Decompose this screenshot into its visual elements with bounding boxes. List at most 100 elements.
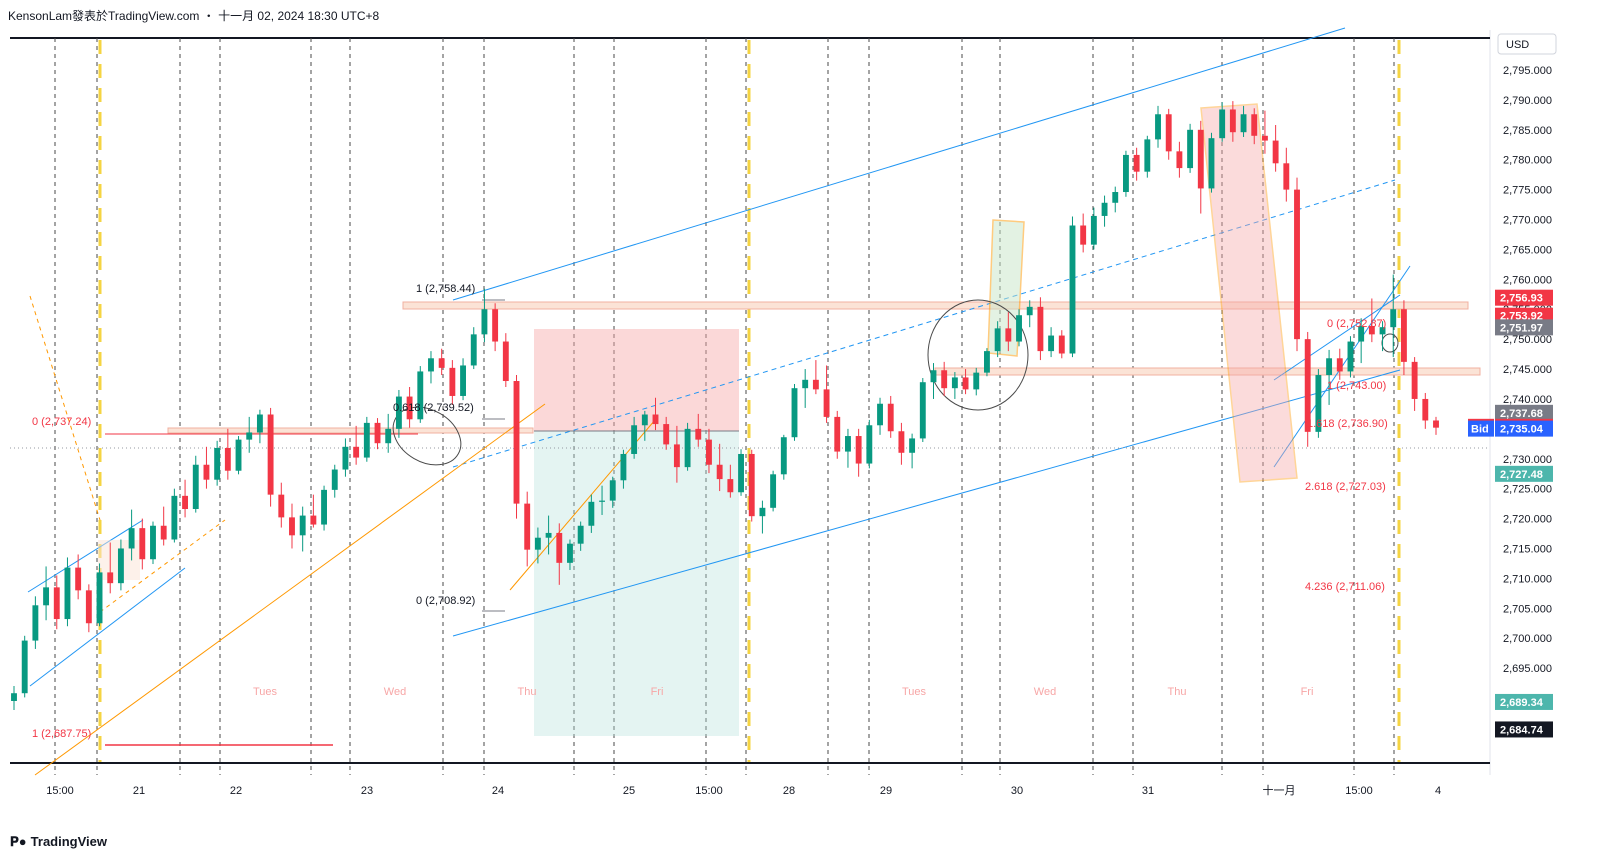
candle-body[interactable] <box>1433 420 1439 428</box>
candle-body[interactable] <box>214 447 221 480</box>
candle-body[interactable] <box>1368 325 1375 335</box>
candle-body[interactable] <box>417 371 424 420</box>
candle-body[interactable] <box>1272 140 1279 164</box>
circle-annotation-left[interactable] <box>383 395 471 476</box>
candle-body[interactable] <box>460 365 466 396</box>
candle-body[interactable] <box>641 414 648 426</box>
candle-body[interactable] <box>438 358 445 368</box>
left-band[interactable] <box>167 427 534 434</box>
candle-body[interactable] <box>1048 335 1055 352</box>
candle-body[interactable] <box>1165 114 1172 152</box>
candle-body[interactable] <box>684 428 691 468</box>
candle-body[interactable] <box>492 309 499 342</box>
candle-body[interactable] <box>1037 306 1044 352</box>
candle-body[interactable] <box>652 414 659 425</box>
candle-body[interactable] <box>353 446 360 458</box>
bear-drop-box[interactable] <box>1200 103 1298 483</box>
candle-body[interactable] <box>481 309 488 335</box>
candle-body[interactable] <box>11 693 17 701</box>
candle-body[interactable] <box>395 396 402 429</box>
candle-body[interactable] <box>1326 358 1333 376</box>
candle-body[interactable] <box>1197 129 1204 189</box>
candle-body[interactable] <box>599 500 605 502</box>
resistance-band[interactable] <box>402 301 1469 310</box>
candle-body[interactable] <box>1080 225 1087 245</box>
candle-body[interactable] <box>1336 358 1343 372</box>
candle-body[interactable] <box>160 525 167 540</box>
candle-body[interactable] <box>791 388 798 438</box>
candle-body[interactable] <box>845 436 851 452</box>
candle-body[interactable] <box>994 328 1001 352</box>
support-band[interactable] <box>934 367 1481 376</box>
price-tag[interactable]: 2,751.97 <box>1495 319 1553 336</box>
candle-body[interactable] <box>224 447 231 471</box>
candle-body[interactable] <box>984 351 990 373</box>
candle-body[interactable] <box>246 432 253 440</box>
candle-body[interactable] <box>428 358 434 372</box>
candle-body[interactable] <box>1026 306 1033 316</box>
candle-body[interactable] <box>577 525 584 544</box>
candle-body[interactable] <box>567 543 573 563</box>
candle-body[interactable] <box>1133 154 1140 172</box>
candle-body[interactable] <box>117 548 124 584</box>
candle-body[interactable] <box>1304 339 1311 432</box>
circle-annotation-mid[interactable] <box>927 299 1029 411</box>
candle-body[interactable] <box>1294 189 1300 340</box>
candle-body[interactable] <box>663 424 670 445</box>
candle-body[interactable] <box>1155 114 1161 140</box>
candle-body[interactable] <box>331 469 338 490</box>
candle-body[interactable] <box>1219 109 1226 139</box>
candle-body[interactable] <box>96 572 103 624</box>
candle-body[interactable] <box>1229 109 1236 133</box>
candle-body[interactable] <box>919 382 926 439</box>
candle-body[interactable] <box>1187 129 1194 169</box>
candles-group[interactable] <box>11 101 1439 710</box>
candle-body[interactable] <box>1058 335 1065 354</box>
candle-body[interactable] <box>877 403 883 426</box>
price-tags[interactable]: 2,756.932,753.922,751.972,737.68Ask2,735… <box>1468 289 1553 738</box>
candle-body[interactable] <box>1101 202 1108 216</box>
candle-body[interactable] <box>150 525 156 560</box>
candle-body[interactable] <box>75 567 82 591</box>
candle-body[interactable] <box>1176 151 1183 169</box>
candle-body[interactable] <box>1347 341 1354 372</box>
candle-body[interactable] <box>727 479 734 493</box>
candle-body[interactable] <box>1112 192 1119 203</box>
candle-body[interactable] <box>128 528 135 549</box>
candle-body[interactable] <box>951 377 958 389</box>
candle-body[interactable] <box>524 503 531 550</box>
candle-body[interactable] <box>192 464 199 510</box>
candle-body[interactable] <box>21 640 28 694</box>
candle-body[interactable] <box>342 446 349 470</box>
candle-body[interactable] <box>1251 114 1258 136</box>
price-tag[interactable]: Bid 2,735.04 <box>1468 420 1553 437</box>
candle-body[interactable] <box>85 590 92 624</box>
candle-body[interactable] <box>1411 361 1418 399</box>
candle-body[interactable] <box>1283 163 1290 190</box>
candle-body[interactable] <box>802 379 809 389</box>
candle-body[interactable] <box>1358 325 1365 342</box>
candle-body[interactable] <box>941 370 948 389</box>
candle-body[interactable] <box>1144 139 1151 172</box>
candle-body[interactable] <box>299 515 306 536</box>
candle-body[interactable] <box>909 438 916 453</box>
candle-body[interactable] <box>182 495 189 510</box>
candle-body[interactable] <box>887 403 894 432</box>
candle-body[interactable] <box>513 381 520 504</box>
candle-body[interactable] <box>1016 315 1022 342</box>
candle-body[interactable] <box>502 341 509 382</box>
candle-body[interactable] <box>545 532 552 538</box>
candle-body[interactable] <box>823 389 830 417</box>
price-axis-area[interactable] <box>1490 30 1600 775</box>
circle-annotation-right[interactable] <box>1381 333 1399 353</box>
currency-box[interactable]: USD <box>1497 33 1557 55</box>
candle-body[interactable] <box>962 377 969 390</box>
candle-body[interactable] <box>588 501 595 526</box>
candle-body[interactable] <box>695 428 702 440</box>
candle-body[interactable] <box>780 437 787 475</box>
candle-body[interactable] <box>139 528 146 560</box>
candle-body[interactable] <box>1208 138 1215 189</box>
candle-body[interactable] <box>1379 327 1386 335</box>
candle-body[interactable] <box>1400 309 1407 362</box>
